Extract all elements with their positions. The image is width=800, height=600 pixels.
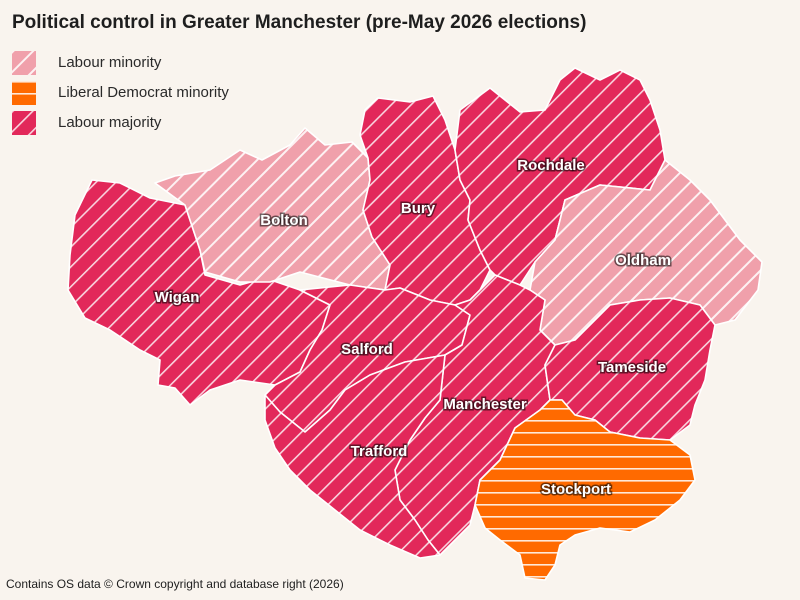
label-stockport: Stockport	[541, 481, 611, 498]
label-bolton: Bolton	[260, 212, 307, 229]
source-note: Contains OS data © Crown copyright and d…	[6, 577, 344, 591]
label-wigan: Wigan	[155, 289, 200, 306]
legend-label: Labour minority	[58, 54, 162, 71]
label-oldham: Oldham	[615, 252, 671, 269]
legend-swatch-labour-majority	[12, 111, 36, 135]
label-manchester: Manchester	[443, 396, 527, 413]
label-tameside: Tameside	[598, 359, 666, 376]
region-bury[interactable]	[359, 95, 491, 306]
map-title: Political control in Greater Manchester …	[12, 12, 587, 33]
label-bury: Bury	[401, 200, 436, 217]
label-salford: Salford	[341, 341, 393, 358]
region-stockport[interactable]	[474, 399, 696, 581]
region-trafford[interactable]	[264, 354, 446, 559]
legend-label: Liberal Democrat minority	[58, 84, 229, 101]
legend-swatch-libdem-minority	[12, 81, 36, 105]
label-rochdale: Rochdale	[517, 157, 585, 174]
legend-label: Labour majority	[58, 114, 162, 131]
label-trafford: Trafford	[351, 443, 408, 460]
legend-swatch-labour-minority	[12, 51, 36, 75]
